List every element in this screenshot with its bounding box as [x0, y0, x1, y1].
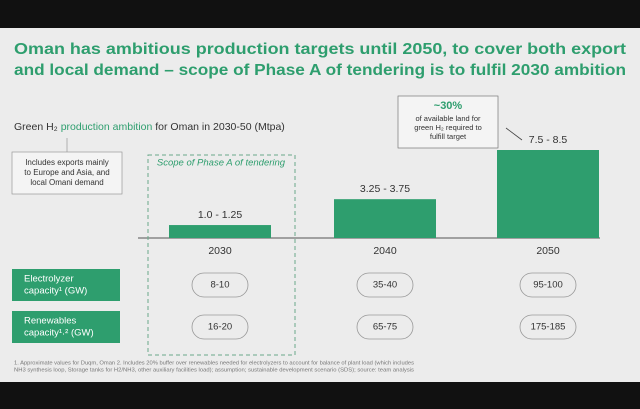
value-label: 3.25 - 3.75: [360, 183, 410, 195]
subtitle-part: for Oman in 2030-50 (Mtpa): [152, 121, 284, 133]
value-oval: [519, 272, 577, 298]
row-value: 65-75: [373, 322, 397, 333]
row-label: Electrolyzer: [24, 274, 74, 285]
title: Oman has ambitious production targets un…: [14, 41, 627, 58]
row-value: 8-10: [210, 280, 229, 291]
note-box: [11, 151, 123, 195]
row-value: 35-40: [373, 280, 397, 291]
value-oval: [356, 272, 414, 298]
row-label: capacity¹˒² (GW): [24, 328, 94, 339]
row-value: 16-20: [208, 322, 232, 333]
x-tick-label: 2040: [373, 245, 397, 257]
callout-headline: ~30%: [434, 100, 463, 112]
value-label: 7.5 - 8.5: [529, 134, 568, 146]
row-label: Renewables: [24, 316, 77, 327]
row-value: 95-100: [533, 280, 563, 291]
value-oval: [519, 314, 577, 340]
subtitle-part: production ambition: [61, 121, 153, 133]
x-tick-label: 2050: [536, 245, 560, 257]
note-text: to Europe and Asia, and: [24, 168, 109, 177]
footnote: NH3 synthesis loop, Storage tanks for H2…: [14, 367, 415, 373]
note-text: local Omani demand: [30, 178, 103, 187]
bar: [497, 150, 599, 238]
row-value: 175-185: [531, 322, 566, 333]
row-label: capacity¹ (GW): [24, 286, 87, 297]
callout-text: green H₂ required to: [414, 123, 482, 132]
callout-box: [397, 95, 499, 149]
callout-text: of available land for: [415, 114, 481, 123]
value-oval: [191, 272, 249, 298]
row-label-box: [12, 269, 120, 301]
title: and local demand – scope of Phase A of t…: [14, 62, 626, 79]
note-text: Includes exports mainly: [25, 158, 109, 167]
callout-arrow: [505, 127, 523, 141]
scope-box: [147, 154, 296, 356]
value-oval: [356, 314, 414, 340]
scope-label: Scope of Phase A of tendering: [157, 158, 286, 169]
callout-text: fulfill target: [430, 132, 467, 141]
subtitle: Green H₂ production ambition for Oman in…: [14, 121, 285, 133]
bar: [334, 199, 436, 238]
subtitle-part: Green H₂: [14, 121, 61, 133]
x-tick-label: 2030: [208, 245, 232, 257]
value-oval: [191, 314, 249, 340]
footnote: 1. Approximate values for Duqm, Oman 2. …: [14, 360, 415, 366]
row-label-box: [12, 311, 120, 343]
value-label: 1.0 - 1.25: [198, 209, 243, 221]
bar: [169, 225, 271, 238]
